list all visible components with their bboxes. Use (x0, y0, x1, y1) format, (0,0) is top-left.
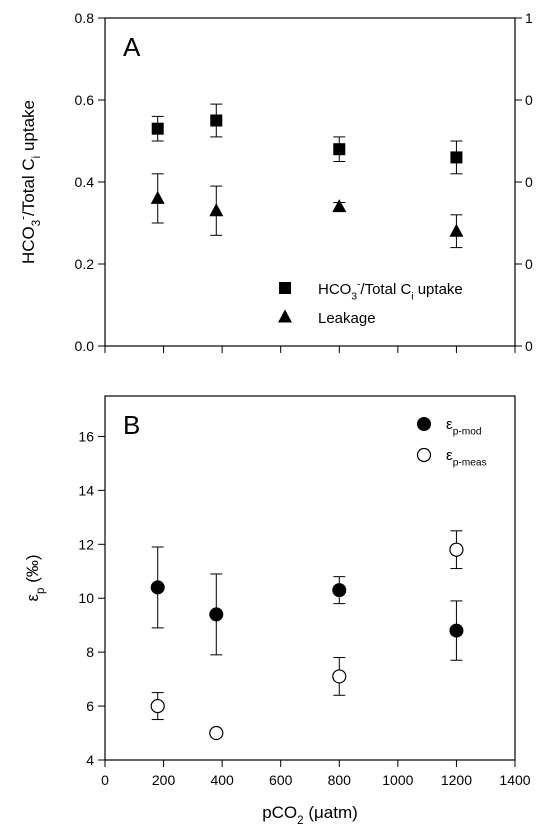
data-point (150, 698, 165, 714)
x-tick-label: 0 (101, 772, 109, 788)
y-axis-label: HCO3-/Total Ci uptake (17, 100, 43, 264)
y-axis-label: εp (‰) (23, 554, 47, 601)
x-axis-label-part: 2 (297, 815, 303, 827)
data-point (449, 623, 464, 638)
legend-label-part: - (357, 279, 360, 290)
y-tick-label: 0.6 (75, 92, 95, 108)
x-tick-label: 1200 (441, 772, 472, 788)
data-point (151, 122, 164, 135)
data-point (150, 190, 165, 204)
legend-label: Leakage (318, 310, 376, 327)
y-tick-label: 6 (86, 698, 94, 714)
data-point (450, 151, 463, 164)
legend-label: HCO3-/Total Ci uptake (318, 279, 463, 302)
data-point (333, 143, 346, 156)
y-tick-label: 8 (86, 644, 94, 660)
data-point (209, 725, 224, 741)
panel-label: B (123, 410, 140, 440)
y-tick-label: 12 (78, 536, 94, 552)
legend-marker (417, 417, 431, 431)
y-tick-label: 0.0 (75, 338, 95, 354)
y-tick-label: 10 (78, 590, 94, 606)
data-point (150, 580, 165, 595)
legend-label-part: HCO (318, 281, 351, 298)
x-tick-label: 1000 (382, 772, 413, 788)
y-axis-label-part: 3 (31, 220, 43, 226)
legend-marker (416, 447, 432, 463)
right-tick-label: 1 (525, 10, 533, 26)
series-2 (150, 530, 464, 741)
legend-label-part: /Total C (360, 281, 411, 298)
x-tick-label: 800 (328, 772, 352, 788)
data-point (332, 199, 347, 213)
y-tick-label: 4 (86, 752, 94, 768)
y-axis-label-part: /Total C (19, 158, 38, 216)
x-tick-label: 400 (210, 772, 234, 788)
legend-label: εp-mod (446, 416, 482, 437)
y-axis-label-part: i (31, 156, 43, 159)
legend-label: εp-meas (446, 447, 487, 468)
legend-label-part: ε (446, 447, 453, 464)
data-point (210, 114, 223, 127)
series-1 (150, 546, 464, 661)
y-axis-label-part: - (17, 216, 29, 220)
legend-label-part: p-mod (453, 426, 482, 437)
right-tick-label: 0 (525, 92, 533, 108)
data-point (209, 203, 224, 217)
legend-label-part: ε (446, 416, 453, 433)
x-tick-label: 600 (269, 772, 293, 788)
y-tick-label: 16 (78, 428, 94, 444)
data-point (449, 542, 464, 557)
legend-label-part: uptake (414, 281, 463, 298)
legend-label-part: i (411, 291, 413, 302)
right-tick-label: 0 (525, 256, 533, 272)
legend-marker (278, 309, 292, 323)
series-1 (151, 103, 463, 175)
data-point (332, 583, 347, 598)
x-tick-label: 1400 (499, 772, 530, 788)
x-axis-label-part: (μatm) (304, 803, 358, 822)
right-tick-label: 0 (525, 174, 533, 190)
panel-b: 4 6 8 10 12 14 16 0 200 400 600 800 1000 1200 1400 Bεp … (23, 395, 531, 827)
y-tick-label: 14 (78, 482, 94, 498)
x-axis-label: pCO2 (μatm) (262, 803, 358, 827)
data-point (449, 223, 464, 237)
legend-marker (279, 282, 291, 294)
data-point (209, 607, 224, 622)
panel-label: A (123, 32, 141, 62)
y-tick-label: 0.2 (75, 256, 95, 272)
x-axis-label-part: pCO (262, 803, 297, 822)
plot-frame (104, 395, 516, 761)
legend: HCO3-/Total Ci uptake Leakage (278, 279, 463, 327)
series-2 (150, 173, 464, 249)
y-axis-label-part: (‰) (23, 554, 42, 587)
data-point (332, 669, 347, 684)
y-tick-label: 0.4 (75, 174, 95, 190)
y-tick-label: 0.8 (75, 10, 95, 26)
legend-label-part: p-meas (453, 457, 487, 468)
legend-label-part: 3 (351, 291, 357, 302)
y-axis-label-part: ε (23, 594, 42, 602)
y-axis-label-part: p (35, 588, 47, 594)
y-axis-label-part: HCO (19, 226, 38, 264)
y-axis-label-part: uptake (19, 100, 38, 156)
right-tick-label: 0 (525, 338, 533, 354)
x-tick-label: 200 (152, 772, 176, 788)
